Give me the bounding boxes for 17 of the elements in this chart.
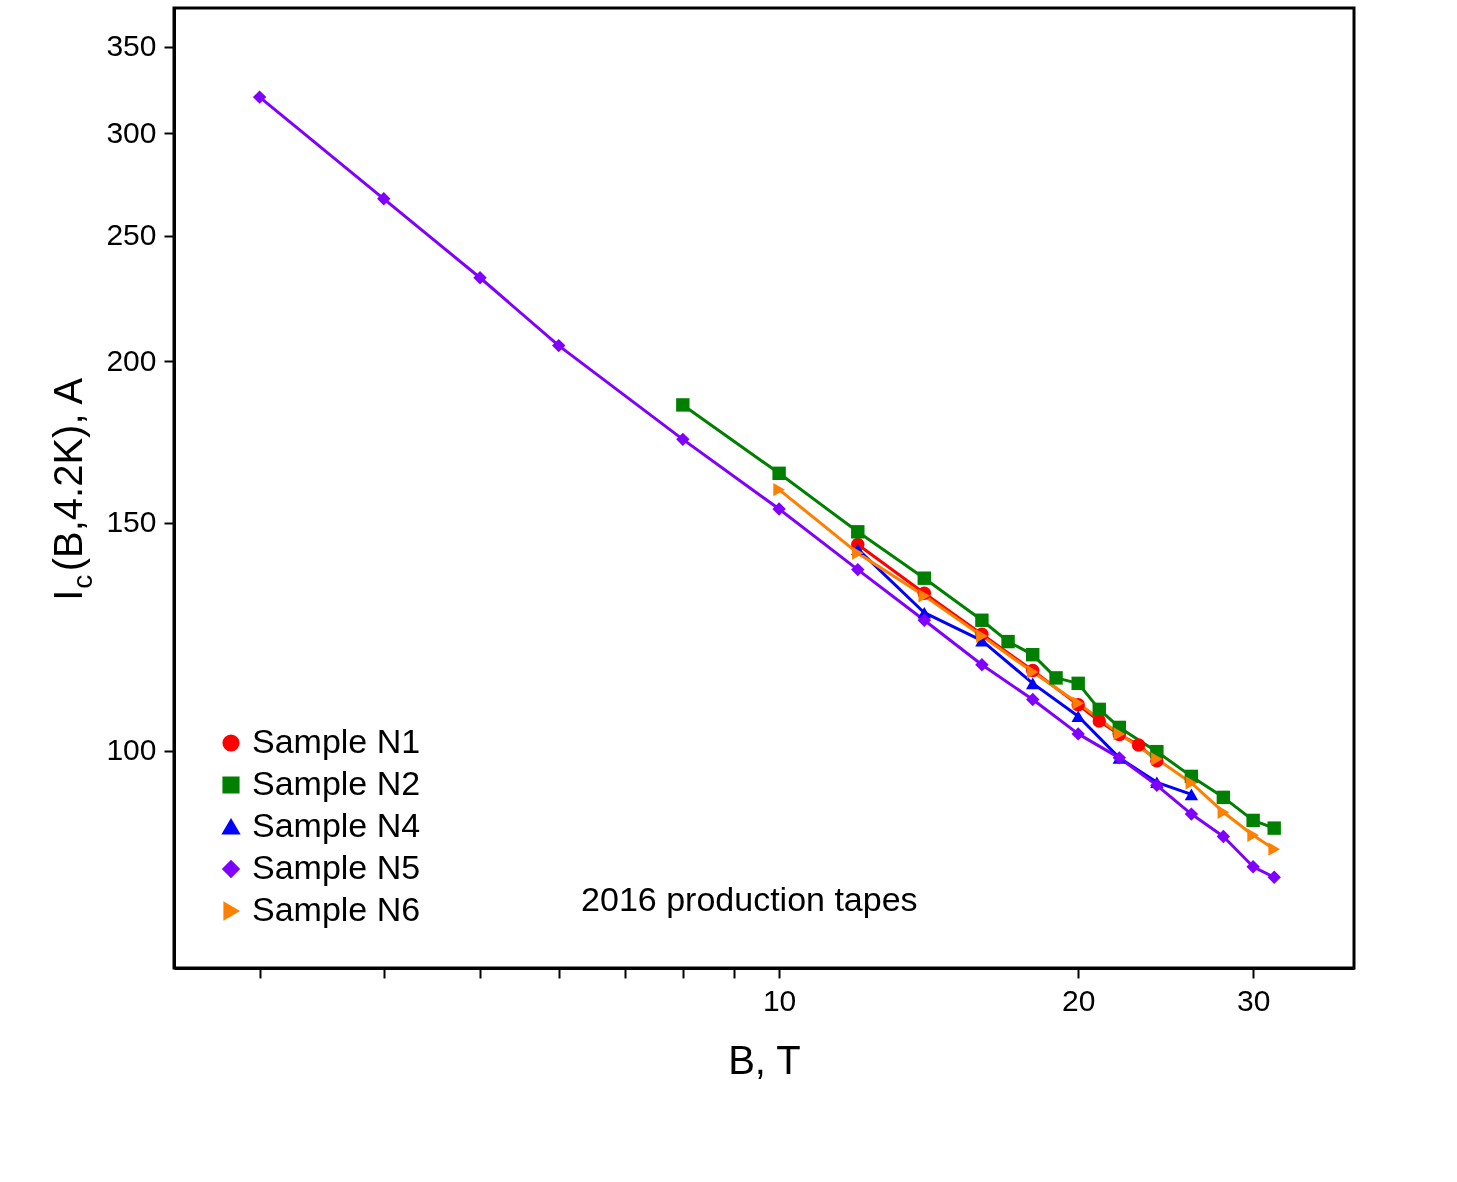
y-tick-label: 150 [106,505,157,539]
y-tick-label: 300 [106,115,157,149]
y-tick-label: 200 [106,343,157,377]
legend-label: Sample N1 [252,722,421,760]
x-tick-label: 30 [1236,983,1271,1017]
x-tick-label: 20 [1062,983,1096,1017]
x-axis-title: B, T [728,1037,801,1082]
y-tick-label: 350 [106,29,157,63]
legend-label: Sample N4 [252,806,421,844]
legend-label: Sample N6 [252,890,421,928]
y-axis-title: Ic(B,4.2K), A [46,377,98,601]
x-tick-label: 10 [762,983,797,1017]
legend-label: Sample N2 [252,764,421,802]
annotation: 2016 production tapes [581,879,918,918]
y-tick-label: 250 [106,218,157,252]
legend-label: Sample N5 [252,848,421,886]
y-tick-label: 100 [106,733,157,767]
